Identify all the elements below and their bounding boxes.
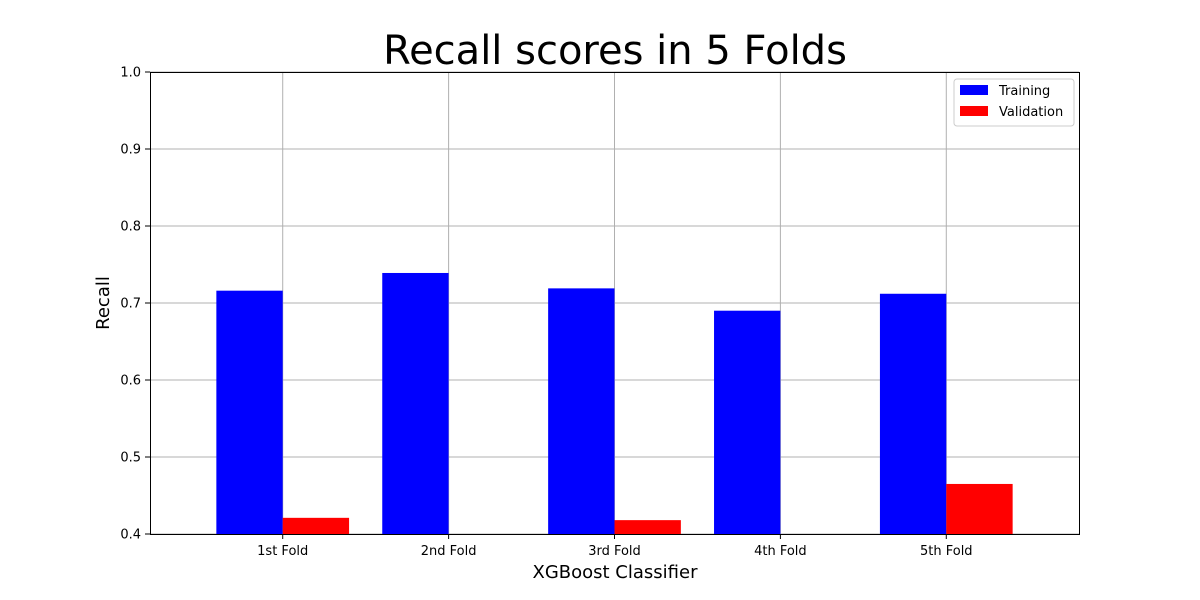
bar-validation [946, 483, 1013, 534]
x-tick-label: 3rd Fold [588, 544, 641, 559]
bar-training [216, 290, 283, 534]
y-tick-label: 0.4 [120, 528, 141, 543]
legend: Training Validation [953, 78, 1075, 127]
y-tick-label: 0.9 [120, 143, 141, 158]
bar-training [714, 310, 781, 534]
y-tick-label: 0.5 [120, 451, 141, 466]
y-axis-ticks: 0.4 0.5 0.6 0.7 0.8 0.9 1.0 [120, 66, 150, 543]
y-tick-label: 0.6 [120, 374, 141, 389]
x-tick-label: 1st Fold [257, 544, 308, 559]
x-axis-label: XGBoost Classifier [533, 562, 699, 583]
x-axis-ticks: 1st Fold 2nd Fold 3rd Fold 4th Fold 5th Fold [257, 534, 973, 559]
legend-swatch-training [960, 85, 988, 95]
legend-swatch-validation [960, 106, 988, 116]
bar-training [879, 293, 947, 534]
bars [216, 272, 1013, 534]
y-tick-label: 1.0 [120, 66, 141, 81]
legend-label-training: Training [998, 84, 1050, 99]
bar-training [382, 272, 449, 534]
y-tick-label: 0.7 [120, 297, 141, 312]
x-tick-label: 2nd Fold [421, 544, 477, 559]
x-tick-label: 4th Fold [754, 544, 807, 559]
bar-validation [282, 517, 350, 534]
y-tick-label: 0.8 [120, 220, 141, 235]
bar-training [548, 288, 615, 534]
legend-label-validation: Validation [999, 105, 1063, 120]
bar-validation [614, 520, 681, 534]
x-tick-label: 5th Fold [920, 544, 973, 559]
chart-title: Recall scores in 5 Folds [383, 28, 847, 74]
y-axis-label: Recall [93, 276, 114, 330]
